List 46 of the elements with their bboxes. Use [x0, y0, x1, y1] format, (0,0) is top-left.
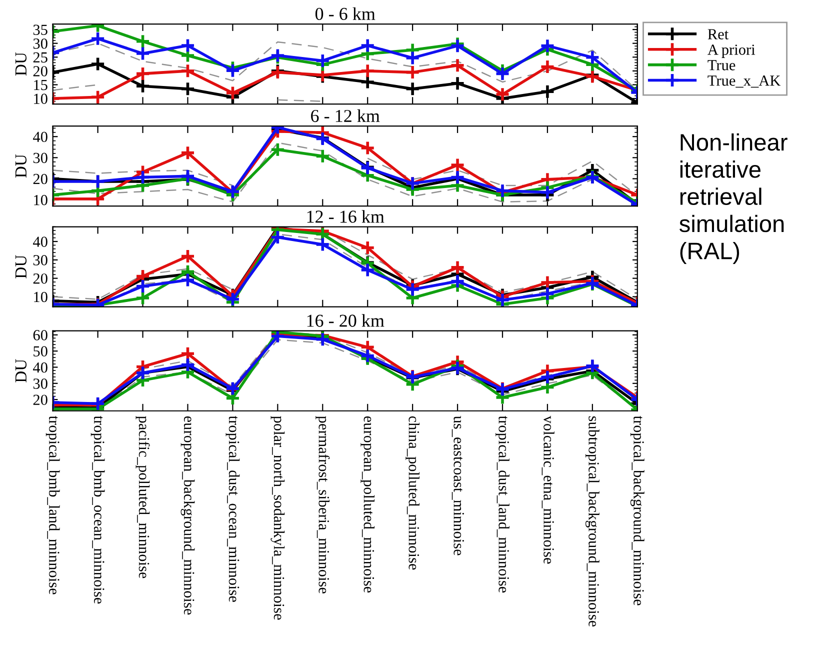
y-tick-label: 25	[33, 52, 48, 63]
y-tick-label: 10	[34, 94, 48, 104]
x-tick-label: tropical_bmb_land_minnoise	[46, 416, 60, 594]
x-tick-label: tropical_dust_land_minnoise	[496, 416, 510, 593]
y-tick-label: 20	[33, 273, 48, 284]
chart-title: 0 - 6 km	[315, 7, 376, 20]
y-tick-label: 60	[33, 330, 48, 340]
y-tick-label: 30	[33, 378, 48, 389]
y-tick-label: 30	[33, 152, 48, 164]
y-axis-title: DU	[15, 255, 27, 278]
x-tick-label: tropical_dust_ocean_minnoise	[226, 416, 240, 602]
y-tick-label: 20	[33, 394, 48, 406]
y-tick-label: 40	[33, 236, 48, 247]
legend-label: True_x_AK	[708, 76, 781, 88]
y-tick-label: 30	[33, 38, 48, 49]
legend-label: True	[708, 60, 736, 70]
y-axis-title: DU	[15, 154, 27, 178]
y-tick-label: 50	[34, 346, 48, 356]
y-tick-label: 20	[33, 174, 48, 184]
y-tick-label: 40	[33, 132, 48, 142]
legend-label: A priori	[708, 44, 756, 58]
y-tick-label: 10	[34, 194, 48, 206]
x-tick-label: european_background_minnoise	[180, 416, 195, 615]
x-tick-label: polar_north_sodankyla_minnoise	[270, 416, 285, 620]
x-tick-label: subtropical_background_minnoise	[585, 416, 600, 627]
chart-title: 6 - 12 km	[311, 109, 380, 122]
x-tick-label: permafrost_siberia_minnoise	[316, 416, 330, 594]
y-tick-label: 10	[34, 292, 48, 302]
y-tick-label: 35	[33, 24, 48, 35]
chart-title: 12 - 16 km	[307, 210, 384, 223]
y-axis-title: DU	[15, 52, 27, 76]
y-tick-label: 15	[34, 80, 48, 90]
y-tick-label: 30	[33, 255, 48, 266]
text: Non-linear iterative retrieval simulation (RAL)	[680, 133, 788, 264]
x-tick-label: pacific_polluted_minnoise	[136, 416, 150, 578]
legend-label: Ret	[708, 29, 729, 40]
x-tick-label: volcanic_etna_minnoise	[542, 416, 554, 564]
y-tick-label: 20	[33, 66, 48, 76]
y-tick-label: 40	[33, 362, 48, 373]
x-tick-label: tropical_bmb_ocean_minnoise	[90, 416, 105, 604]
x-tick-label: us_eastcoast_minnoise	[452, 416, 464, 556]
x-tick-label: european_polluted_minnoise	[360, 416, 375, 593]
x-tick-label: china_polluted_minnoise	[406, 416, 420, 570]
chart-title: 16 - 20 km	[307, 314, 384, 327]
x-tick-label: tropical_background_minnoise	[630, 416, 644, 606]
y-axis-title: DU	[15, 359, 27, 382]
